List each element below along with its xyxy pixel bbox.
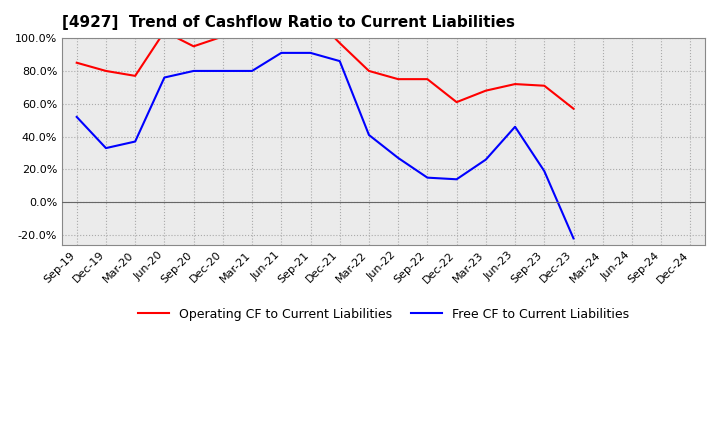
Operating CF to Current Liabilities xyxy=(570,106,578,111)
Line: Free CF to Current Liabilities: Free CF to Current Liabilities xyxy=(77,53,574,238)
Operating CF to Current Liabilities xyxy=(540,83,549,88)
Text: [4927]  Trend of Cashflow Ratio to Current Liabilities: [4927] Trend of Cashflow Ratio to Curren… xyxy=(62,15,515,30)
Free CF to Current Liabilities xyxy=(160,75,168,80)
Free CF to Current Liabilities xyxy=(336,59,344,64)
Operating CF to Current Liabilities xyxy=(482,88,490,93)
Free CF to Current Liabilities xyxy=(482,157,490,162)
Free CF to Current Liabilities xyxy=(364,132,373,138)
Operating CF to Current Liabilities xyxy=(306,11,315,16)
Operating CF to Current Liabilities xyxy=(248,14,256,19)
Free CF to Current Liabilities xyxy=(540,169,549,174)
Operating CF to Current Liabilities xyxy=(423,77,432,82)
Legend: Operating CF to Current Liabilities, Free CF to Current Liabilities: Operating CF to Current Liabilities, Fre… xyxy=(132,303,634,326)
Operating CF to Current Liabilities xyxy=(336,40,344,46)
Free CF to Current Liabilities xyxy=(248,68,256,73)
Free CF to Current Liabilities xyxy=(73,114,81,120)
Operating CF to Current Liabilities xyxy=(452,99,461,105)
Operating CF to Current Liabilities xyxy=(218,34,227,39)
Free CF to Current Liabilities xyxy=(277,50,286,55)
Operating CF to Current Liabilities xyxy=(160,29,168,34)
Free CF to Current Liabilities xyxy=(570,236,578,241)
Free CF to Current Liabilities xyxy=(423,175,432,180)
Operating CF to Current Liabilities xyxy=(394,77,402,82)
Operating CF to Current Liabilities xyxy=(131,73,140,78)
Free CF to Current Liabilities xyxy=(131,139,140,144)
Free CF to Current Liabilities xyxy=(102,146,110,151)
Free CF to Current Liabilities xyxy=(189,68,198,73)
Free CF to Current Liabilities xyxy=(394,155,402,161)
Operating CF to Current Liabilities xyxy=(510,81,519,87)
Operating CF to Current Liabilities xyxy=(189,44,198,49)
Free CF to Current Liabilities xyxy=(306,50,315,55)
Operating CF to Current Liabilities xyxy=(102,68,110,73)
Operating CF to Current Liabilities xyxy=(277,19,286,24)
Free CF to Current Liabilities xyxy=(510,124,519,129)
Line: Operating CF to Current Liabilities: Operating CF to Current Liabilities xyxy=(77,14,574,109)
Free CF to Current Liabilities xyxy=(218,68,227,73)
Operating CF to Current Liabilities xyxy=(73,60,81,66)
Operating CF to Current Liabilities xyxy=(364,68,373,73)
Free CF to Current Liabilities xyxy=(452,176,461,182)
